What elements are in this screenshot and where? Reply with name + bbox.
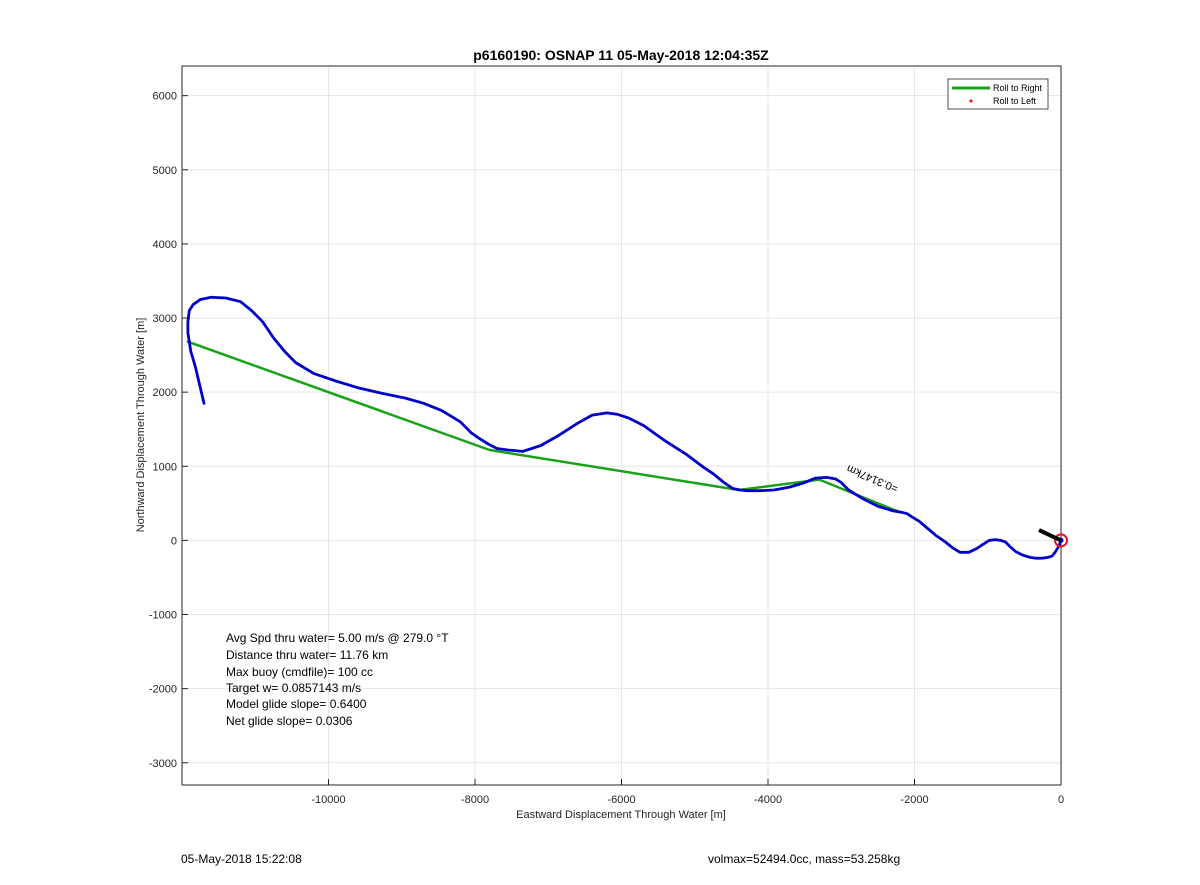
- legend-box: [947, 78, 1049, 110]
- chart-title: p6160190: OSNAP 11 05-May-2018 12:04:35Z: [473, 47, 769, 63]
- origin-marker: [1054, 533, 1068, 548]
- y-axis-label: Northward Displacement Through Water [m]: [135, 318, 147, 533]
- y-tick-label: -1000: [149, 610, 177, 622]
- footer-timestamp: 05-May-2018 15:22:08: [181, 852, 302, 866]
- x-axis-label: Eastward Displacement Through Water [m]: [516, 809, 726, 821]
- x-tick-label: -10000: [311, 794, 345, 806]
- x-tick-label: -8000: [461, 794, 489, 806]
- x-tick-label: -6000: [607, 794, 635, 806]
- series-layer: [186, 295, 1063, 560]
- x-tick-label: -4000: [754, 794, 782, 806]
- avg-speed-text: Avg Spd thru water= 5.00 m/s @ 279.0 °T: [226, 631, 449, 645]
- x-tick-label: 0: [1058, 794, 1064, 806]
- legend-marker-roll-left: [969, 99, 973, 103]
- end-markers: [1038, 528, 1068, 548]
- footer-volmax-mass: volmax=52494.0cc, mass=53.258kg: [708, 852, 901, 866]
- x-axis: -10000 -8000 -6000 -4000 -2000 0: [311, 779, 1064, 806]
- y-tick-label: 1000: [153, 461, 177, 473]
- y-tick-label: 6000: [153, 91, 177, 103]
- y-tick-label: 3000: [153, 313, 177, 325]
- max-buoy-text: Max buoy (cmdfile)= 100 cc: [226, 665, 373, 679]
- net-glide-text: Net glide slope= 0.0306: [226, 714, 353, 728]
- x-tick-label: -2000: [900, 794, 928, 806]
- y-tick-label: 5000: [153, 165, 177, 177]
- legend-label-roll-right: Roll to Right: [993, 83, 1043, 93]
- y-tick-label: -3000: [149, 758, 177, 770]
- legend-label-roll-left: Roll to Left: [993, 96, 1037, 106]
- stats-annotation-block: Avg Spd thru water= 5.00 m/s @ 279.0 °T …: [226, 631, 449, 728]
- distance-text: Distance thru water= 11.76 km: [226, 648, 388, 662]
- y-axis: -3000 -2000 -1000 0 1000 2000 3000 4000 5000 6000: [149, 91, 188, 770]
- series-track-line: [186, 295, 1063, 560]
- y-tick-label: 4000: [153, 239, 177, 251]
- y-tick-label: -2000: [149, 684, 177, 696]
- end-clutter-stroke: [1038, 528, 1062, 543]
- legend: Roll to Right Roll to Left: [947, 78, 1049, 110]
- y-tick-label: 0: [171, 535, 177, 547]
- model-glide-text: Model glide slope= 0.6400: [226, 697, 367, 711]
- y-tick-label: 2000: [153, 387, 177, 399]
- target-w-text: Target w= 0.0857143 m/s: [226, 681, 361, 695]
